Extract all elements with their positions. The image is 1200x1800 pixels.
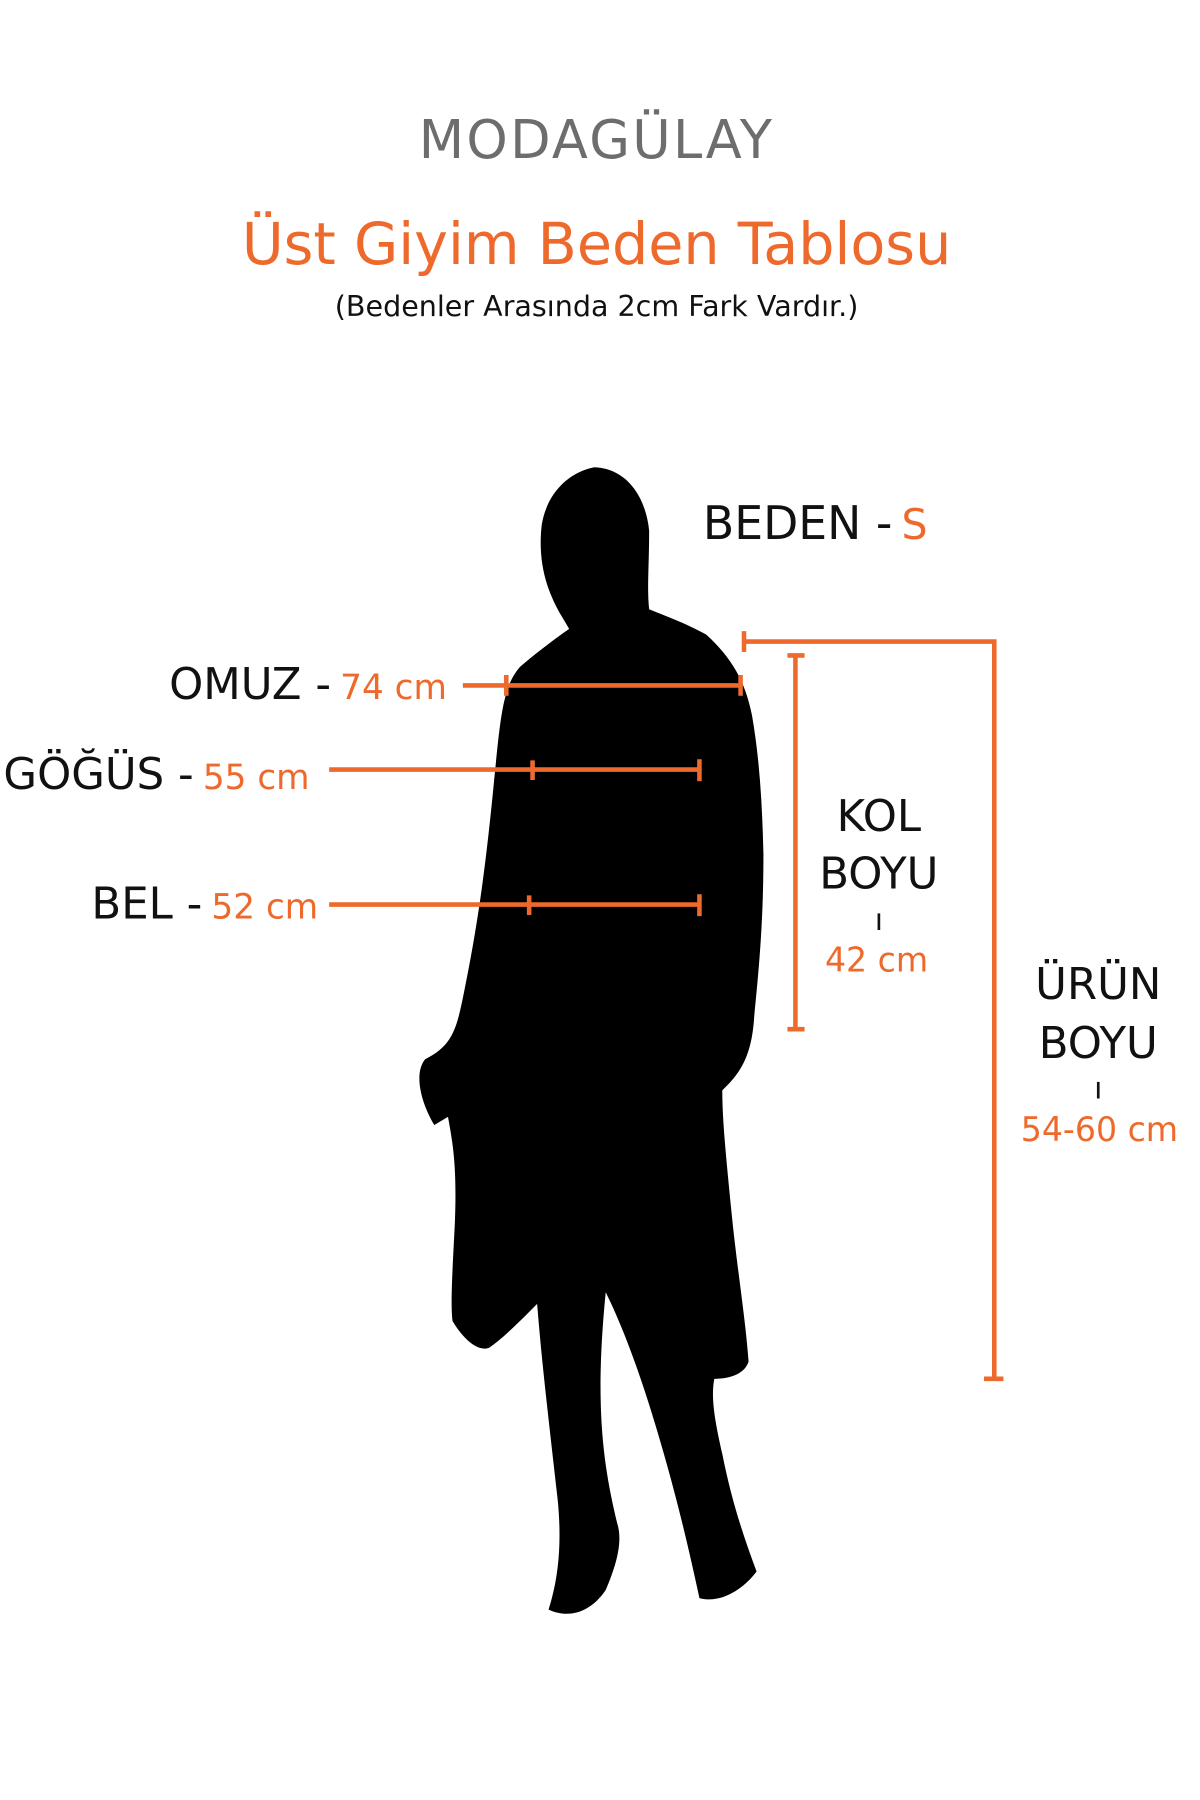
sleeve-measure-line (787, 653, 805, 1032)
size-label: BEDEN -S (703, 496, 928, 550)
sleeve-label-line1: KOL (837, 792, 922, 842)
chest-label: GÖĞÜS -55 cm (3, 747, 309, 800)
length-separator: ı (1094, 1071, 1102, 1106)
length-measure-line (741, 631, 1004, 1382)
page-title: Üst Giyim Beden Tablosu (242, 211, 951, 278)
sleeve-value: 42 cm (825, 940, 928, 979)
chest-measure-line (329, 759, 702, 782)
sleeve-separator: ı (875, 903, 883, 938)
sleeve-label-line2: BOYU (819, 849, 938, 899)
waist-label: BEL -52 cm (91, 879, 318, 929)
size-value: S (902, 501, 928, 549)
silhouette-figure (419, 467, 764, 1614)
chest-value: 55 cm (203, 758, 310, 798)
length-value: 54-60 cm (1021, 1110, 1178, 1149)
shoulder-value: 74 cm (340, 668, 447, 708)
waist-measure-line (329, 894, 702, 917)
waist-value: 52 cm (211, 887, 318, 927)
length-label-line1: ÜRÜN (1035, 958, 1161, 1010)
brand-logo: MODAGÜLAY (419, 109, 775, 171)
shoulder-measure-line (462, 674, 743, 696)
shoulder-label: OMUZ -74 cm (169, 660, 447, 710)
page-subtitle: (Bedenler Arasında 2cm Fark Vardır.) (335, 289, 859, 323)
length-label-line2: BOYU (1039, 1019, 1158, 1069)
